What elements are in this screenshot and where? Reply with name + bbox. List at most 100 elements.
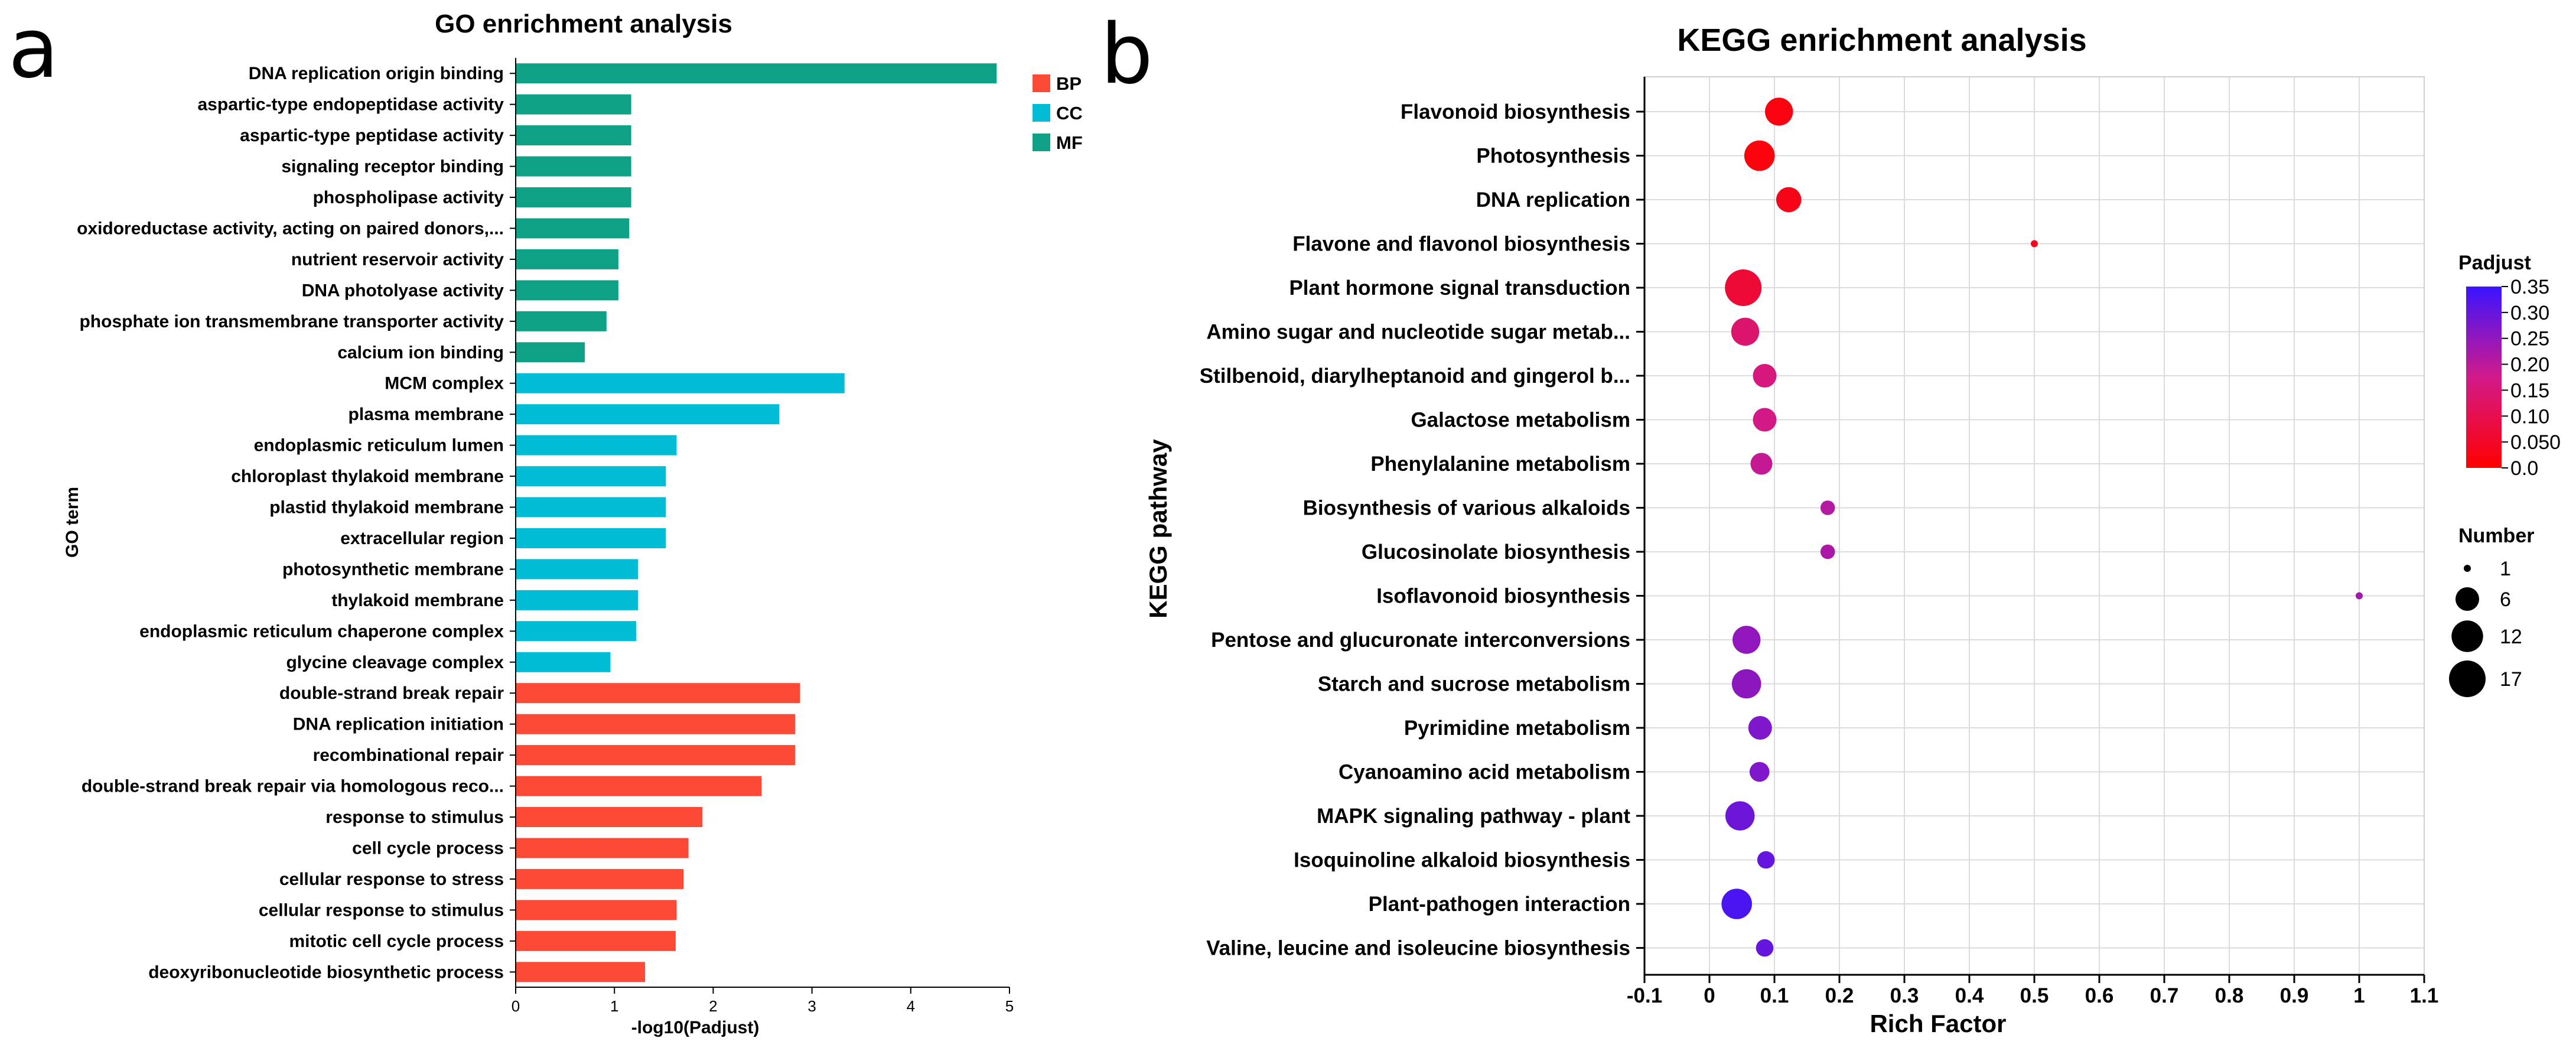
kegg-points (1721, 97, 2363, 957)
go-x-ticks: 0 1 2 3 4 5 (512, 987, 1014, 1015)
go-legend-swatch-bp (1033, 74, 1050, 92)
go-category-label: plasma membrane (349, 405, 504, 424)
colorbar-tick-label: 0.30 (2510, 302, 2549, 324)
kegg-point (1725, 269, 1762, 306)
kegg-category-label: Isoquinoline alkaloid biosynthesis (1294, 849, 1630, 872)
go-category-label: calcium ion binding (337, 343, 504, 362)
kegg-category-label: Pentose and glucuronate interconversions (1211, 629, 1630, 652)
kegg-point (1725, 801, 1755, 831)
go-bar (516, 590, 639, 610)
colorbar-tick-label: 0.35 (2510, 276, 2549, 298)
go-category-label: nutrient reservoir activity (291, 250, 504, 269)
go-category-label: endoplasmic reticulum lumen (254, 436, 504, 455)
go-category-label: extracellular region (340, 529, 504, 548)
kegg-x-tick-label: -0.1 (1627, 984, 1662, 1007)
kegg-category-label: Starch and sucrose metabolism (1318, 673, 1630, 696)
size-legend-label: 1 (2500, 558, 2511, 580)
kegg-x-tick-label: 0.6 (2085, 984, 2114, 1007)
kegg-x-ticks: -0.1 0 0.1 0.2 0.3 0.4 0.5 0.6 0.7 0.8 0.9 1 1.1 (1627, 975, 2438, 1007)
go-x-tick-label: 2 (709, 997, 717, 1015)
kegg-category-label: Plant hormone signal transduction (1289, 276, 1630, 300)
go-bar (516, 962, 645, 982)
colorbar-tick-label: 0.15 (2510, 379, 2549, 402)
kegg-category-label: Photosynthesis (1476, 145, 1630, 168)
go-legend-label-mf: MF (1056, 132, 1083, 153)
colorbar-tick-label: 0.0 (2510, 457, 2538, 480)
go-category-label: DNA photolyase activity (302, 281, 504, 300)
kegg-category-label: Phenylalanine metabolism (1370, 453, 1630, 476)
kegg-point (1776, 187, 1802, 213)
go-y-axis-label: GO term (63, 487, 82, 558)
go-bar (516, 528, 666, 548)
go-category-label: MCM complex (385, 374, 504, 393)
colorbar-gradient (2466, 287, 2502, 468)
go-x-tick-label: 1 (610, 997, 618, 1015)
kegg-point (1750, 453, 1773, 475)
kegg-category-label: Biosynthesis of various alkaloids (1303, 497, 1630, 520)
go-bar (516, 559, 639, 580)
kegg-x-tick-label: 1 (2353, 984, 2365, 1007)
kegg-point (1731, 669, 1761, 699)
go-category-labels: DNA replication origin binding aspartic-t… (77, 64, 516, 982)
size-legend-label: 17 (2500, 668, 2522, 691)
panel-a-letter: a (8, 1, 59, 97)
go-legend-swatch-cc (1033, 104, 1050, 122)
go-category-label: cellular response to stimulus (259, 900, 504, 920)
go-category-label: DNA replication origin binding (249, 64, 504, 83)
kegg-x-tick-label: 0.8 (2215, 984, 2244, 1007)
kegg-category-label: Stilbenoid, diarylheptanoid and gingerol… (1200, 365, 1630, 388)
go-category-label: phosphate ion transmembrane transporter … (79, 312, 504, 331)
go-category-label: photosynthetic membrane (282, 559, 504, 579)
go-bar (516, 838, 689, 858)
go-bar (516, 404, 780, 425)
size-legend: 1 6 12 17 (2449, 558, 2522, 697)
kegg-category-label: Galactose metabolism (1411, 409, 1630, 432)
kegg-x-tick-label: 0.1 (1760, 984, 1789, 1007)
colorbar-ticks: 0.35 0.30 0.25 0.20 0.15 0.10 0.050 0.0 (2502, 276, 2561, 480)
kegg-category-label: Amino sugar and nucleotide sugar metab..… (1206, 321, 1630, 344)
go-bar (516, 435, 677, 455)
kegg-x-tick-label: 1.1 (2410, 984, 2439, 1007)
go-x-tick-label: 5 (1005, 997, 1014, 1015)
go-x-tick-label: 0 (512, 997, 520, 1015)
go-category-label: endoplasmic reticulum chaperone complex (139, 622, 504, 641)
size-legend-dot (2449, 660, 2486, 697)
kegg-point (1749, 762, 1770, 782)
kegg-point (1721, 889, 1752, 919)
go-bar (516, 311, 607, 331)
go-x-axis-label: -log10(Padjust) (631, 1018, 760, 1037)
go-category-label: aspartic-type peptidase activity (240, 126, 504, 145)
go-category-label: cell cycle process (352, 838, 504, 858)
go-category-label: recombinational repair (313, 746, 504, 765)
go-bar (516, 125, 631, 146)
go-bar (516, 94, 631, 115)
go-bar (516, 342, 585, 363)
kegg-x-tick-label: 0.5 (2020, 984, 2049, 1007)
go-bar (516, 373, 845, 393)
size-legend-title: Number (2458, 525, 2534, 547)
go-bars (516, 63, 997, 982)
kegg-x-tick-label: 0.7 (2150, 984, 2179, 1007)
kegg-category-label: Flavonoid biosynthesis (1401, 100, 1630, 123)
go-bar (516, 900, 677, 920)
go-chart-title: GO enrichment analysis (435, 9, 732, 38)
go-bar (516, 218, 630, 239)
kegg-point (1748, 716, 1772, 740)
kegg-chart-title: KEGG enrichment analysis (1677, 22, 2086, 58)
go-bar (516, 930, 676, 951)
go-category-label: plastid thylakoid membrane (269, 498, 504, 518)
go-bar (516, 621, 636, 642)
go-category-label: response to stimulus (325, 808, 504, 827)
go-bar (516, 63, 997, 84)
go-category-label: chloroplast thylakoid membrane (231, 467, 504, 486)
kegg-x-axis-label: Rich Factor (1870, 1010, 2006, 1037)
kegg-point (1744, 140, 1775, 171)
colorbar-title: Padjust (2458, 252, 2531, 274)
size-legend-label: 6 (2500, 588, 2511, 611)
kegg-y-axis-label: KEGG pathway (1144, 439, 1172, 619)
go-category-label: DNA replication initiation (293, 715, 504, 734)
kegg-point (1756, 939, 1774, 957)
go-bar (516, 868, 684, 889)
